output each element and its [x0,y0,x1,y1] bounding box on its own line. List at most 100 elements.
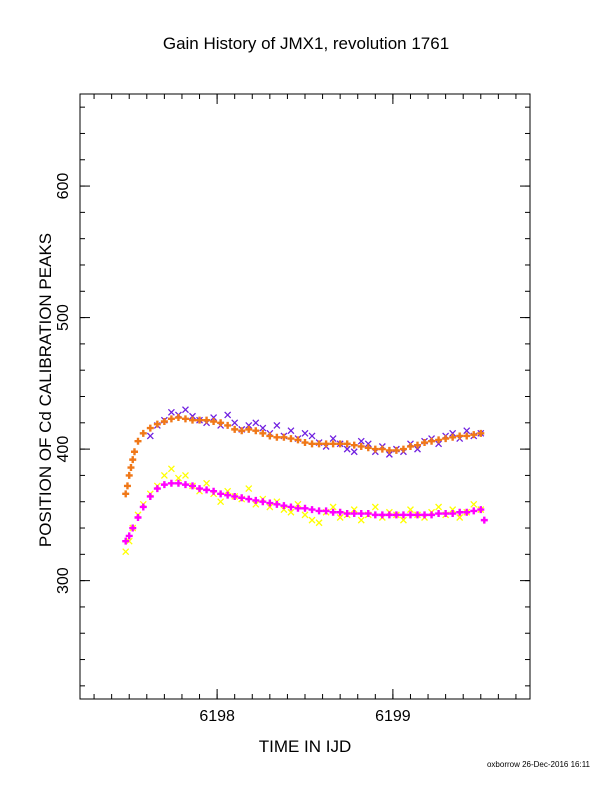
data-point [414,511,421,519]
data-point [146,492,154,500]
data-point [196,485,204,493]
data-point [134,514,142,521]
data-point [336,440,344,448]
data-point [480,516,488,524]
data-point [273,433,281,441]
data-point [196,416,204,424]
data-point [385,450,393,458]
axis-ticks: 6198 6199 300 400 500 600 [55,94,530,725]
data-point [385,446,393,454]
y-tick-label: 300 [55,567,72,594]
data-point [371,503,379,511]
data-point [308,516,316,524]
data-point [456,508,464,516]
data-point [129,524,137,532]
data-point [329,440,337,448]
data-point [210,414,218,422]
data-point [385,511,393,519]
x-axis-label: TIME IN IJD [258,737,352,756]
data-point [463,427,471,435]
data-point [167,408,175,416]
data-point [294,500,302,508]
data-point [378,511,386,519]
data-point [357,442,365,450]
data-point [301,504,309,512]
credit-text: oxborrow 26-Dec-2016 16:11 [486,760,590,769]
data-point [315,519,323,527]
data-point [203,486,211,494]
data-point [477,506,485,514]
data-point [301,511,309,519]
chart-title: Gain History of JMX1, revolution 1761 [162,34,450,53]
data-point [329,508,337,516]
data-point [125,532,133,540]
data-point [435,510,443,518]
data-point [280,502,288,510]
data-point [174,479,182,487]
data-point [364,440,372,448]
data-point [435,503,443,511]
data-point [217,498,225,506]
data-point [189,482,196,490]
data-point [122,537,130,545]
data-point [301,429,309,437]
data-point [252,496,260,504]
data-point [371,511,379,519]
data-point [280,433,288,441]
data-point [414,445,421,453]
data-point [357,516,365,524]
data-point [123,482,131,490]
data-point [245,421,253,429]
data-point [210,417,218,425]
data-point [130,448,138,456]
data-point [449,510,457,518]
data-point [224,411,232,419]
data-point [181,415,189,423]
data-point [146,424,154,432]
data-point [357,510,365,518]
series-2 [122,465,485,556]
data-point [463,508,471,516]
data-point [350,441,358,449]
data-point [245,495,253,503]
data-point [167,479,175,487]
data-point [203,416,211,424]
data-point [449,433,457,441]
data-point [273,500,281,508]
data-point [174,474,182,482]
data-point [470,431,478,439]
data-point [392,511,400,519]
data-point [259,424,267,432]
data-point [203,479,211,487]
data-point [449,429,457,437]
data-point [399,445,407,453]
data-point [266,503,274,511]
data-point [217,419,225,427]
data-point [308,440,316,448]
series-0 [146,406,485,458]
data-point [259,498,267,506]
data-point [343,440,351,448]
data-point [378,445,386,453]
data-point [336,514,344,521]
data-point [238,494,246,502]
data-point [470,500,478,508]
data-point [224,491,232,499]
y-tick-label: 500 [55,304,72,331]
data-point [167,415,175,423]
data-point [421,511,429,519]
data-point [231,425,239,433]
data-point [287,503,295,511]
data-point [231,492,239,500]
data-point [153,420,161,428]
x-tick-label: 6198 [199,708,235,725]
data-point [442,435,450,443]
data-point [322,507,330,515]
data-point [224,421,232,429]
data-point [406,511,414,519]
data-point [308,506,316,514]
data-point [210,487,218,495]
data-point [435,436,443,444]
data-point [252,427,260,435]
data-point [371,445,379,453]
